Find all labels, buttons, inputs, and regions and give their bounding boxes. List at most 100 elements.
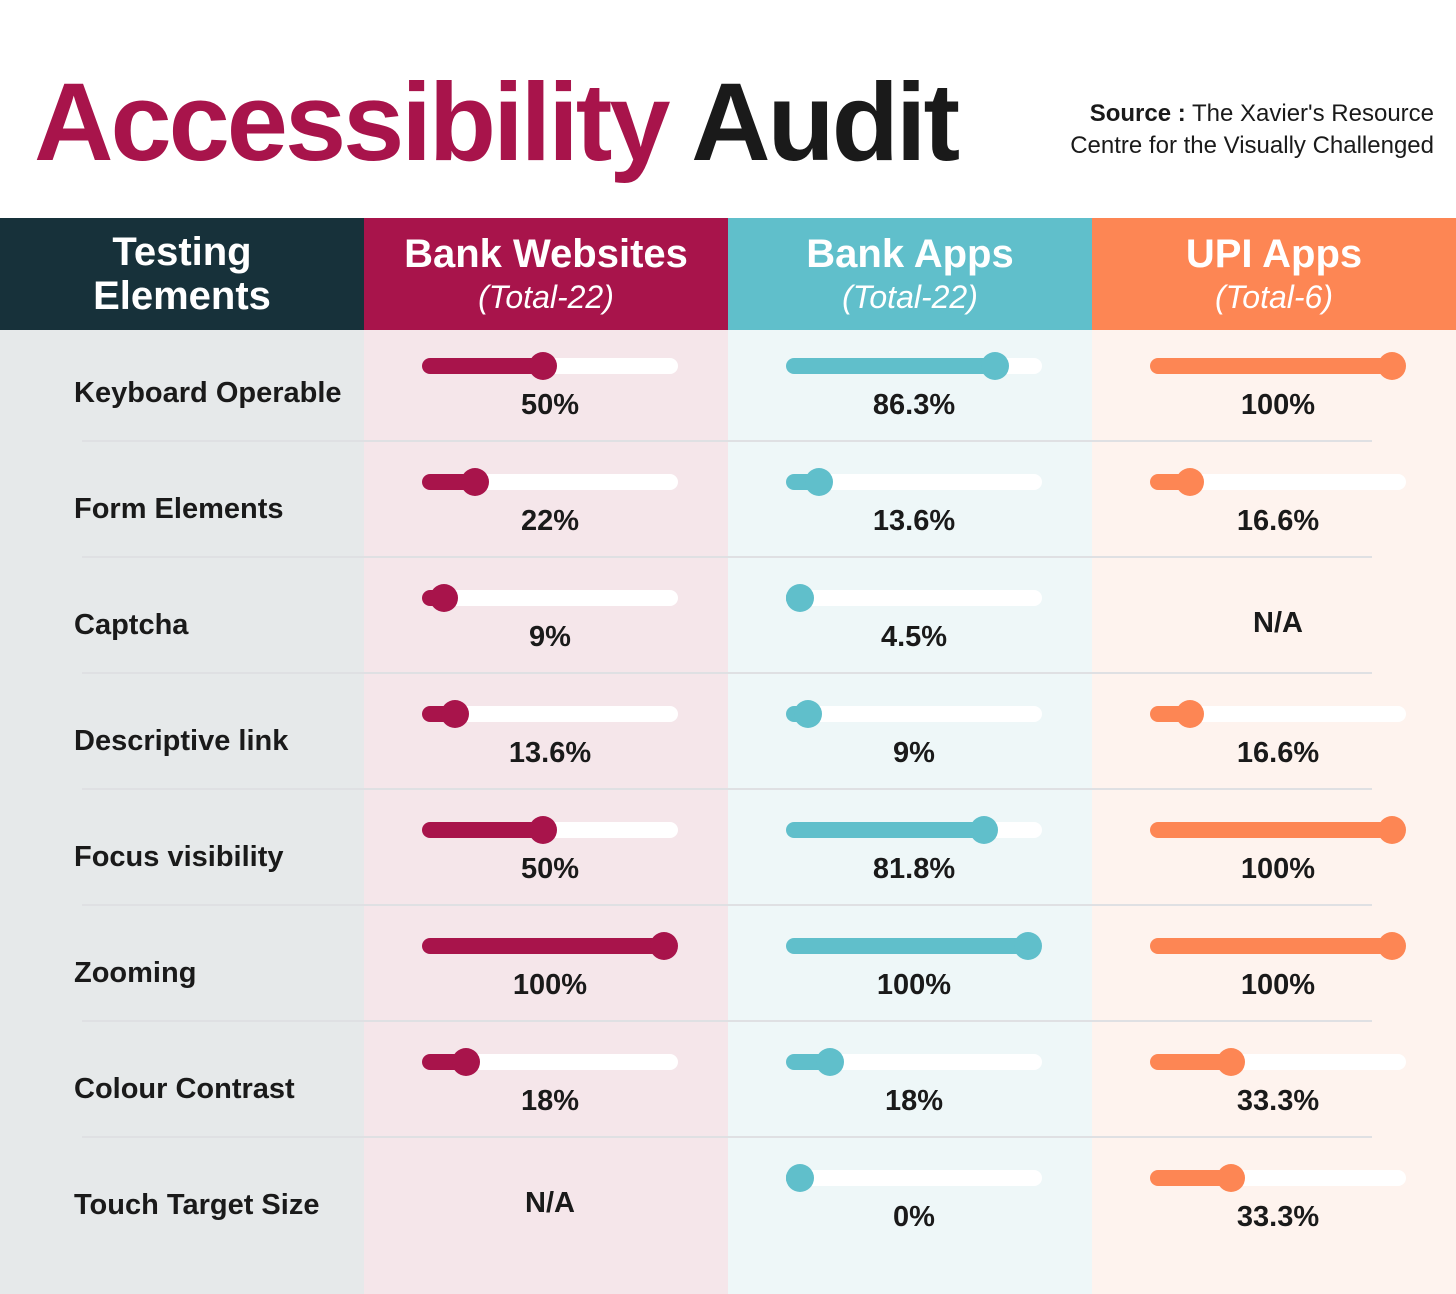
page-title: Accessibility Audit (34, 61, 960, 184)
column-header-upi-apps: UPI Apps (Total-6) (1092, 218, 1456, 330)
bar-fill (786, 938, 1028, 954)
bar-knob (1176, 700, 1205, 728)
value-label: 9% (893, 737, 935, 769)
bar-knob (440, 700, 469, 728)
bar-track (422, 352, 678, 380)
column-header-bank-apps: Bank Apps (Total-22) (728, 218, 1092, 330)
bar-knob (1216, 1164, 1245, 1192)
bar-track (1150, 816, 1406, 844)
bar-knob (1378, 932, 1406, 960)
source-label: Source : (1089, 100, 1186, 127)
bar-track (1150, 352, 1406, 380)
source-line1: The Xavier's Resource (1191, 100, 1434, 127)
row-label: Colour Contrast (74, 1073, 295, 1105)
column-header-testing-elements: Testing Elements (0, 218, 364, 330)
bar-fill (1150, 358, 1392, 374)
bar-fill (1150, 938, 1392, 954)
value-label: 100% (512, 969, 588, 1001)
bar-fill (1150, 822, 1392, 838)
value-label: 50% (520, 389, 580, 421)
bar-knob (804, 468, 833, 496)
title-accessibility: Accessibility (34, 61, 671, 184)
value-label: 4.5% (880, 621, 948, 653)
value-label: 9% (529, 621, 571, 653)
value-label: 86.3% (872, 389, 956, 421)
bar-fill (786, 822, 984, 838)
bar-knob (969, 816, 998, 844)
bar-knob (1378, 352, 1406, 380)
bar-knob (650, 932, 678, 960)
bar-track (422, 468, 678, 496)
value-label: 16.6% (1236, 737, 1320, 769)
bar-track (786, 352, 1042, 380)
value-label: 100% (1240, 969, 1316, 1001)
value-label: 50% (520, 853, 580, 885)
bar-knob (461, 468, 490, 496)
value-label: 13.6% (508, 737, 592, 769)
bar-fill (1150, 1054, 1231, 1070)
bar-track (422, 1048, 678, 1076)
bar-knob (793, 700, 822, 728)
value-label: 0% (893, 1201, 935, 1233)
column-bank-apps: Bank Apps (Total-22) 86.3% 13.6% 4.5% 9% 81.… (728, 218, 1092, 1294)
value-label-na: N/A (1253, 607, 1303, 639)
value-label-na: N/A (525, 1187, 575, 1219)
row-label: Form Elements (74, 493, 284, 525)
value-label: 18% (884, 1085, 944, 1117)
bar-track (1150, 700, 1406, 728)
header-line2: Elements (93, 274, 271, 318)
column-header-bank-websites: Bank Websites (Total-22) (364, 218, 728, 330)
bar-knob (429, 584, 458, 612)
column-body-upi-apps: 100% 16.6% N/A 16.6% 100% 100% 33.3% 33.3% (1092, 330, 1456, 1294)
row-label: Zooming (74, 957, 197, 989)
bar-fill (1150, 1170, 1231, 1186)
bar-knob (529, 816, 557, 844)
bar-knob (980, 352, 1009, 380)
column-body-bank-websites: 50% 22% 9% 13.6% 50% 100% 18% N/A (364, 330, 728, 1294)
bar-fill (786, 358, 995, 374)
bar-track (1150, 1164, 1406, 1192)
series-total: (Total-6) (1215, 279, 1333, 315)
bar-track (786, 816, 1042, 844)
value-label: 16.6% (1236, 505, 1320, 537)
row-label: Touch Target Size (74, 1189, 320, 1221)
audit-table: Testing Elements Keyboard Operable Form E… (0, 218, 1456, 1294)
bar-knob (786, 1164, 814, 1192)
bar-fill (422, 822, 543, 838)
bar-track (1150, 932, 1406, 960)
value-label: 33.3% (1236, 1085, 1320, 1117)
value-label: 100% (876, 969, 952, 1001)
bar-knob (451, 1048, 480, 1076)
column-body-labels: Keyboard Operable Form Elements Captcha Des… (0, 330, 364, 1294)
header-line1: Testing (112, 230, 252, 274)
series-total: (Total-22) (478, 279, 614, 315)
bar-fill (422, 358, 543, 374)
bar-knob (815, 1048, 844, 1076)
row-divider (82, 672, 1372, 674)
bar-track (422, 932, 678, 960)
source-line2: Centre for the Visually Challenged (1070, 132, 1434, 159)
row-label: Focus visibility (74, 841, 284, 873)
row-divider (82, 556, 1372, 558)
series-name: Bank Websites (404, 232, 688, 276)
bar-knob (1014, 932, 1042, 960)
column-body-bank-apps: 86.3% 13.6% 4.5% 9% 81.8% 100% 18% 0% (728, 330, 1092, 1294)
bar-knob (1176, 468, 1205, 496)
series-name: UPI Apps (1185, 232, 1363, 276)
bar-track (422, 584, 678, 612)
value-label: 33.3% (1236, 1201, 1320, 1233)
row-divider (82, 1136, 1372, 1138)
column-bank-websites: Bank Websites (Total-22) 50% 22% 9% 13.6% 50… (364, 218, 728, 1294)
series-total: (Total-22) (842, 279, 978, 315)
value-label: 81.8% (872, 853, 956, 885)
row-divider (82, 788, 1372, 790)
bar-track (786, 1048, 1042, 1076)
row-divider (82, 1020, 1372, 1022)
bar-knob (1216, 1048, 1245, 1076)
series-name: Bank Apps (806, 232, 1014, 276)
value-label: 13.6% (872, 505, 956, 537)
bar-track (786, 468, 1042, 496)
row-label: Captcha (74, 609, 189, 641)
title-audit: Audit (691, 61, 960, 184)
bar-track (1150, 1048, 1406, 1076)
